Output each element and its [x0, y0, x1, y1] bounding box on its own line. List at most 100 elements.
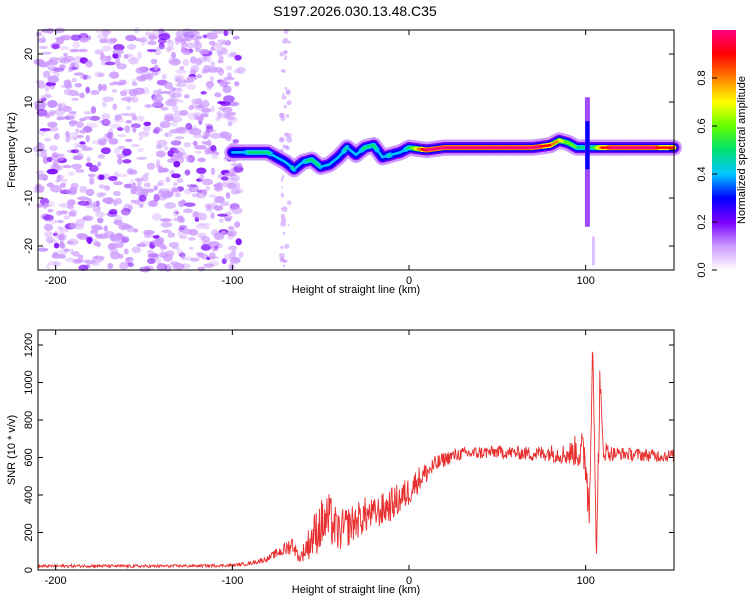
noise-speck: [286, 136, 293, 143]
noise-speck: [108, 137, 119, 145]
noise-speck: [283, 50, 288, 55]
figure-title: S197.2026.030.13.48.C35: [273, 3, 437, 19]
noise-speck: [90, 106, 97, 114]
noise-speck: [59, 45, 70, 51]
noise-speck: [230, 162, 239, 167]
noise-speck: [185, 156, 192, 163]
y-tick-label: 20: [23, 48, 35, 60]
noise-speck: [63, 248, 70, 253]
noise-speck: [63, 215, 71, 220]
noise-speck: [96, 255, 105, 260]
noise-speck: [59, 178, 69, 183]
noise-speck: [79, 185, 88, 194]
noise-speck: [100, 147, 111, 155]
noise-speck: [196, 74, 203, 79]
noise-speck: [217, 100, 226, 105]
noise-speck: [103, 230, 115, 238]
noise-speck: [153, 64, 159, 71]
noise-speck: [233, 69, 242, 74]
noise-speck: [56, 210, 62, 216]
noise-speck: [132, 127, 137, 133]
noise-speck: [131, 144, 140, 148]
noise-speck: [47, 75, 60, 84]
noise-speck: [58, 203, 71, 208]
noise-speck: [87, 173, 96, 178]
noise-speck: [210, 61, 216, 67]
noise-speck: [85, 135, 90, 143]
noise-speck: [79, 129, 87, 134]
noise-speck: [58, 116, 71, 120]
noise-speck: [45, 28, 55, 34]
noise-speck: [190, 257, 200, 262]
noise-speck: [201, 107, 212, 113]
noise-speck: [166, 38, 172, 44]
noise-speck: [97, 83, 103, 92]
noise-speck: [182, 208, 193, 214]
noise-speck: [279, 137, 284, 142]
noise-speck: [224, 40, 232, 46]
noise-speck: [100, 119, 106, 125]
noise-speck: [34, 185, 45, 193]
noise-speck: [285, 90, 291, 96]
noise-speck: [225, 136, 232, 142]
noise-speck: [46, 156, 53, 163]
noise-speck: [149, 252, 159, 261]
noise-speck: [125, 120, 133, 124]
noise-speck: [208, 194, 217, 198]
noise-speck: [196, 56, 207, 64]
noise-speck: [209, 132, 222, 139]
noise-speck: [93, 255, 99, 260]
noise-speck: [67, 199, 76, 206]
noise-speck: [49, 84, 56, 90]
noise-speck: [209, 76, 215, 82]
noise-speck: [38, 46, 49, 50]
noise-speck: [58, 64, 66, 70]
noise-speck: [228, 262, 235, 271]
noise-speck: [89, 115, 101, 121]
y-tick-label: 400: [23, 486, 35, 504]
noise-speck: [170, 120, 178, 127]
noise-speck: [69, 120, 78, 125]
snr-x-ticks: -200 -100 0 100: [45, 330, 595, 587]
noise-speck: [109, 123, 122, 129]
noise-speck: [236, 66, 246, 74]
noise-speck: [68, 67, 73, 73]
noise-speck: [126, 168, 134, 175]
noise-speck: [57, 219, 64, 224]
noise-speck: [156, 182, 163, 187]
noise-speck: [284, 57, 287, 61]
noise-speck: [115, 81, 125, 86]
noise-speck: [227, 176, 238, 185]
noise-speck: [219, 218, 224, 223]
noise-speck: [146, 48, 157, 53]
noise-speck: [124, 125, 131, 133]
noise-speck: [68, 211, 76, 217]
noise-speck: [74, 82, 83, 88]
noise-speck: [94, 29, 107, 34]
x-tick-label: -200: [45, 575, 67, 587]
noise-speck: [230, 189, 241, 195]
noise-speck: [98, 174, 105, 181]
noise-speck: [202, 34, 208, 39]
noise-speck: [71, 97, 79, 102]
noise-speck: [108, 176, 118, 182]
noise-speck: [206, 32, 218, 40]
noise-speck: [76, 196, 89, 201]
noise-speck: [147, 254, 152, 260]
noise-speck: [37, 82, 46, 89]
noise-speck: [84, 259, 97, 264]
noise-speck: [68, 132, 80, 141]
spectrogram-xlabel: Height of straight line (km): [292, 284, 420, 296]
noise-speck: [75, 121, 84, 128]
snr-series-line: [37, 351, 674, 570]
noise-speck: [130, 199, 137, 204]
noise-speck: [146, 104, 151, 109]
noise-speck: [170, 186, 177, 193]
noise-speck: [97, 137, 107, 145]
noise-speck: [85, 122, 98, 129]
noise-speck: [182, 58, 190, 67]
noise-speck: [175, 39, 180, 46]
noise-speck: [64, 115, 75, 120]
noise-speck: [174, 211, 179, 215]
